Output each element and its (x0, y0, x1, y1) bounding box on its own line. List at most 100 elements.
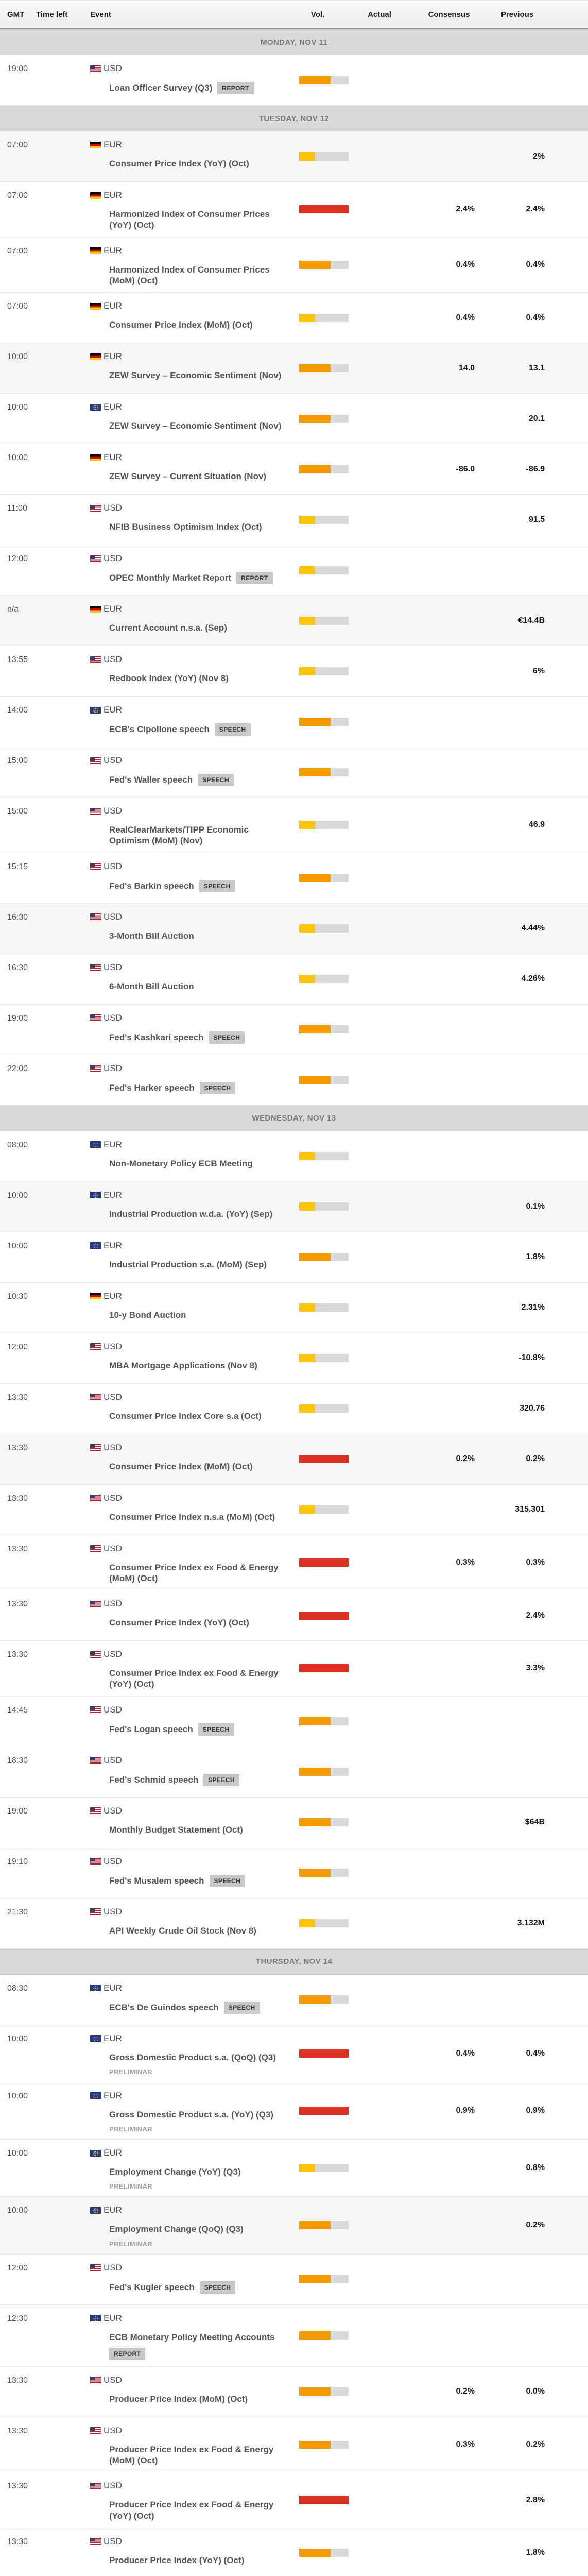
volatility-cell (287, 1485, 349, 1535)
event-row[interactable]: 18:30 USD Fed's Schmid speech SPEECH (0, 1747, 588, 1798)
currency-label: USD (103, 1906, 122, 1917)
report-badge[interactable]: REPORT (236, 572, 273, 584)
event-row[interactable]: 10:00 EUR Industrial Production w.d.a. (… (0, 1181, 588, 1232)
us-flag-icon (90, 1014, 101, 1021)
volatility-bar (299, 768, 349, 776)
currency-label: EUR (103, 2205, 122, 2215)
consensus-value (410, 1131, 488, 1181)
event-row[interactable]: 21:30 USD API Weekly Crude Oil Stock (No… (0, 1898, 588, 1949)
speech-badge[interactable]: SPEECH (199, 2281, 236, 2294)
speech-badge[interactable]: SPEECH (223, 2001, 260, 2014)
event-row[interactable]: 16:30 USD 6-Month Bill Auction 4.26% (0, 954, 588, 1005)
event-row[interactable]: 13:30 USD Consumer Price Index ex Food &… (0, 1535, 588, 1590)
currency-line: EUR (90, 705, 287, 715)
event-title-line: ZEW Survey – Current Situation (Nov) (90, 471, 287, 482)
speech-badge[interactable]: SPEECH (199, 879, 235, 892)
event-row[interactable]: 13:30 USD Producer Price Index ex Food &… (0, 2417, 588, 2473)
event-row[interactable]: 13:30 USD Consumer Price Index (MoM) (Oc… (0, 1434, 588, 1485)
event-row[interactable]: 19:00 USD Fed's Kashkari speech SPEECH (0, 1004, 588, 1055)
speech-badge[interactable]: SPEECH (209, 1874, 246, 1887)
consensus-value (410, 495, 488, 545)
event-row[interactable]: 14:00 EUR ECB's Cipollone speech SPEECH (0, 697, 588, 747)
event-time: 13:30 (7, 1544, 28, 1553)
event-row[interactable]: 10:30 EUR 10-y Bond Auction 2.31% (0, 1282, 588, 1333)
event-row[interactable]: 19:10 USD Fed's Musalem speech SPEECH (0, 1848, 588, 1899)
event-row[interactable]: 10:00 EUR Gross Domestic Product s.a. (Y… (0, 2082, 588, 2140)
event-row[interactable]: 07:00 EUR Consumer Price Index (MoM) (Oc… (0, 293, 588, 343)
event-row[interactable]: 10:00 EUR Gross Domestic Product s.a. (Q… (0, 2025, 588, 2082)
currency-label: EUR (103, 190, 122, 200)
report-badge[interactable]: REPORT (217, 82, 254, 94)
currency-line: USD (90, 806, 287, 816)
actual-value (349, 2528, 410, 2576)
event-time-left (36, 596, 90, 646)
event-time: 07:00 (7, 141, 28, 149)
event-row[interactable]: n/a EUR Current Account n.s.a. (Sep) €14… (0, 596, 588, 646)
event-row[interactable]: 13:30 USD Consumer Price Index n.s.a (Mo… (0, 1484, 588, 1535)
event-row[interactable]: 08:00 EUR Non-Monetary Policy ECB Meetin… (0, 1131, 588, 1182)
event-row[interactable]: 10:00 EUR Employment Change (QoQ) (Q3) P… (0, 2197, 588, 2255)
event-row[interactable]: 07:00 EUR Harmonized Index of Consumer P… (0, 237, 588, 293)
day-label: THURSDAY, NOV 14 (255, 1957, 333, 1966)
speech-badge[interactable]: SPEECH (198, 774, 234, 786)
event-time-left (36, 293, 90, 343)
volatility-cell (287, 131, 349, 181)
event-row[interactable]: 13:30 USD Consumer Price Index ex Food &… (0, 1641, 588, 1697)
event-row[interactable]: 12:00 USD MBA Mortgage Applications (Nov… (0, 1333, 588, 1384)
volatility-bar (299, 2331, 349, 2340)
event-row[interactable]: 22:00 USD Fed's Harker speech SPEECH (0, 1055, 588, 1106)
event-row[interactable]: 12:00 USD OPEC Monthly Market Report REP… (0, 545, 588, 596)
speech-badge[interactable]: SPEECH (214, 723, 251, 736)
event-row[interactable]: 19:00 USD Monthly Budget Statement (Oct)… (0, 1797, 588, 1848)
event-row[interactable]: 07:00 EUR Harmonized Index of Consumer P… (0, 182, 588, 238)
event-row[interactable]: 13:30 USD Consumer Price Index Core s.a … (0, 1383, 588, 1434)
event-row[interactable]: 19:00 USD Loan Officer Survey (Q3) REPOR… (0, 55, 588, 106)
speech-badge[interactable]: SPEECH (198, 1723, 234, 1736)
previous-value (488, 2305, 547, 2366)
event-row[interactable]: 10:00 EUR Industrial Production s.a. (Mo… (0, 1232, 588, 1283)
eu-flag-icon (90, 2092, 101, 2099)
event-row[interactable]: 16:30 USD 3-Month Bill Auction 4.44% (0, 903, 588, 954)
event-row[interactable]: 10:00 EUR ZEW Survey – Current Situation… (0, 444, 588, 495)
event-row[interactable]: 13:30 USD Producer Price Index (MoM) (Oc… (0, 2366, 588, 2417)
day-label: TUESDAY, NOV 12 (258, 114, 330, 123)
consensus-value (410, 2255, 488, 2304)
event-row[interactable]: 15:00 USD Fed's Waller speech SPEECH (0, 747, 588, 798)
speech-badge[interactable]: SPEECH (199, 1081, 236, 1094)
event-cell: EUR ZEW Survey – Current Situation (Nov) (90, 444, 287, 494)
event-title: Producer Price Index (YoY) (Oct) (109, 2555, 245, 2565)
event-row[interactable]: 13:55 USD Redbook Index (YoY) (Nov 8) 6% (0, 646, 588, 697)
event-row[interactable]: 14:45 USD Fed's Logan speech SPEECH (0, 1696, 588, 1747)
event-cell: USD Monthly Budget Statement (Oct) (90, 1798, 287, 1848)
event-row[interactable]: 15:15 USD Fed's Barkin speech SPEECH (0, 853, 588, 904)
event-title-line: Fed's Kugler speech SPEECH (90, 2281, 287, 2294)
event-row[interactable]: 07:00 EUR Consumer Price Index (YoY) (Oc… (0, 131, 588, 182)
us-flag-icon (90, 1444, 101, 1451)
event-row[interactable]: 12:00 USD Fed's Kugler speech SPEECH (0, 2254, 588, 2305)
event-row[interactable]: 15:00 USD RealClearMarkets/TIPP Economic… (0, 798, 588, 853)
row-spacer (547, 747, 588, 797)
event-row[interactable]: 11:00 USD NFIB Business Optimism Index (… (0, 495, 588, 545)
consensus-value: 0.4% (456, 260, 475, 269)
previous-value: 4.26% (521, 974, 545, 983)
speech-badge[interactable]: SPEECH (209, 1031, 245, 1044)
event-row[interactable]: 08:30 EUR ECB's De Guindos speech SPEECH (0, 1974, 588, 2025)
event-row[interactable]: 10:00 EUR Employment Change (YoY) (Q3) P… (0, 2140, 588, 2197)
currency-line: USD (90, 912, 287, 922)
event-title-line: ZEW Survey – Economic Sentiment (Nov) (90, 420, 287, 431)
event-row[interactable]: 13:30 USD Producer Price Index (YoY) (Oc… (0, 2528, 588, 2576)
event-time-left (36, 2082, 90, 2139)
volatility-bar (299, 260, 349, 269)
actual-value (349, 646, 410, 696)
currency-label: EUR (103, 351, 122, 361)
event-cell: EUR Employment Change (YoY) (Q3) PRELIMI… (90, 2140, 287, 2196)
report-badge[interactable]: REPORT (109, 2347, 146, 2360)
event-row[interactable]: 10:00 EUR ZEW Survey – Economic Sentimen… (0, 394, 588, 444)
event-row[interactable]: 13:30 USD Producer Price Index ex Food &… (0, 2472, 588, 2528)
event-cell: USD Consumer Price Index (MoM) (Oct) (90, 1434, 287, 1484)
event-cell: USD Producer Price Index (YoY) (Oct) (90, 2528, 287, 2576)
event-row[interactable]: 10:00 EUR ZEW Survey – Economic Sentimen… (0, 343, 588, 394)
speech-badge[interactable]: SPEECH (203, 1773, 239, 1786)
event-row[interactable]: 12:30 EUR ECB Monetary Policy Meeting Ac… (0, 2304, 588, 2367)
event-row[interactable]: 13:30 USD Consumer Price Index (YoY) (Oc… (0, 1590, 588, 1641)
